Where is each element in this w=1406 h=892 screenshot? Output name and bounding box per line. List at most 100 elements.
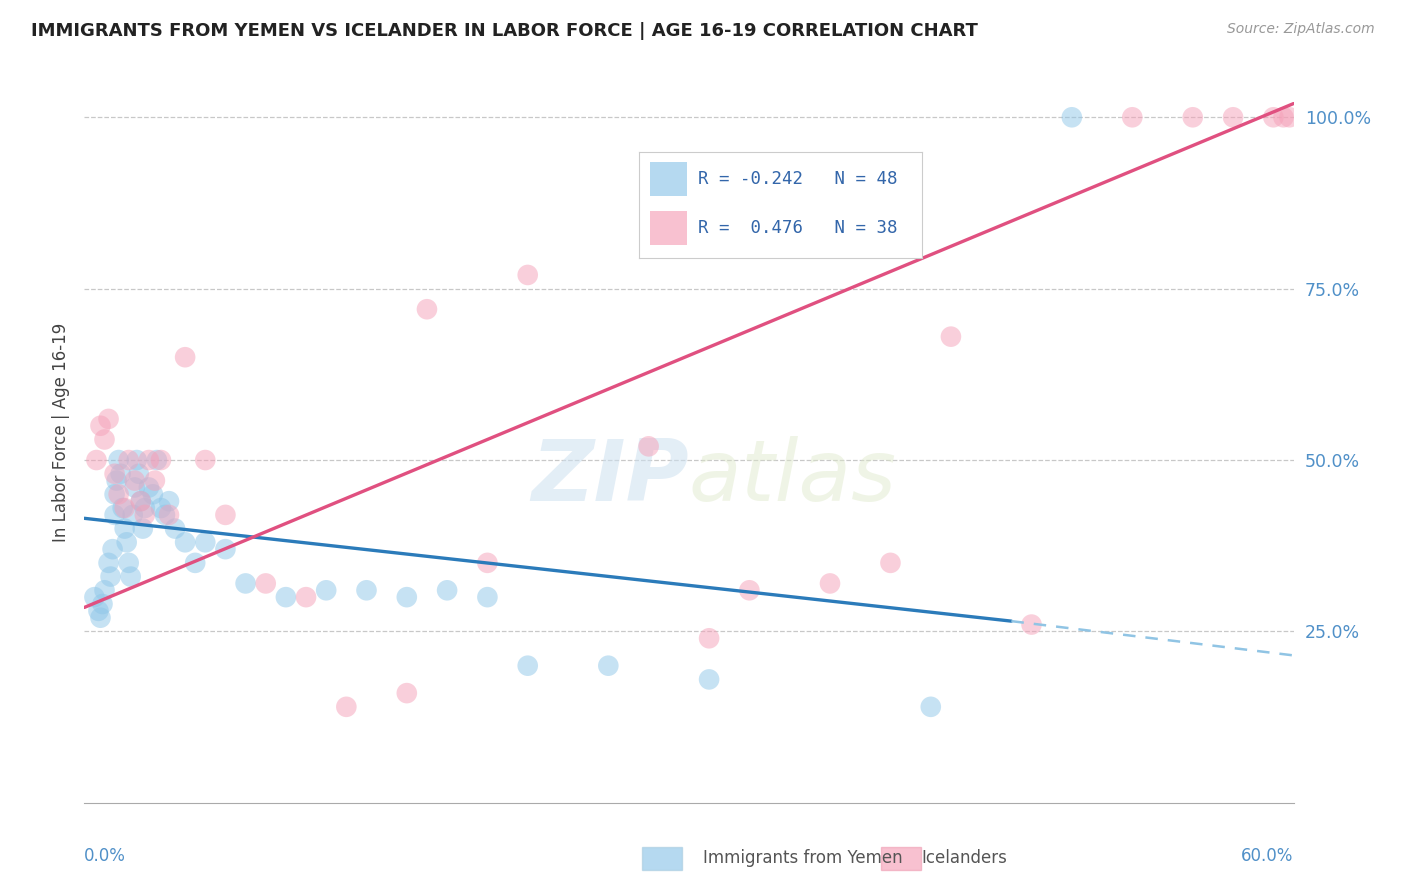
Point	[107, 453, 129, 467]
Point	[818, 576, 841, 591]
Text: 0.0%: 0.0%	[84, 847, 127, 865]
Text: Source: ZipAtlas.com: Source: ZipAtlas.com	[1227, 22, 1375, 37]
Point	[1021, 617, 1043, 632]
Point	[315, 583, 337, 598]
Point	[214, 508, 236, 522]
Point	[1278, 110, 1301, 124]
Bar	[643, 847, 682, 870]
Point	[121, 508, 143, 522]
Point	[111, 501, 134, 516]
Point	[274, 590, 297, 604]
Point	[477, 590, 499, 604]
Point	[697, 632, 720, 646]
Point	[143, 474, 166, 488]
Point	[114, 522, 136, 536]
Point	[100, 569, 122, 583]
Point	[105, 474, 128, 488]
Point	[254, 576, 277, 591]
Point	[93, 583, 115, 598]
Point	[149, 501, 172, 516]
Point	[114, 501, 136, 516]
Point	[134, 508, 156, 522]
Point	[1263, 110, 1285, 124]
Bar	[882, 847, 921, 870]
Point	[879, 556, 901, 570]
Point	[104, 487, 127, 501]
Text: IMMIGRANTS FROM YEMEN VS ICELANDER IN LABOR FORCE | AGE 16-19 CORRELATION CHART: IMMIGRANTS FROM YEMEN VS ICELANDER IN LA…	[31, 22, 977, 40]
Point	[416, 302, 439, 317]
Point	[125, 453, 148, 467]
Point	[184, 556, 207, 570]
Point	[295, 590, 318, 604]
Text: Icelanders: Icelanders	[921, 849, 1007, 867]
Point	[157, 494, 180, 508]
Point	[149, 453, 172, 467]
Point	[174, 535, 197, 549]
Point	[129, 494, 152, 508]
Point	[235, 576, 257, 591]
Point	[395, 686, 418, 700]
Point	[335, 699, 357, 714]
Point	[87, 604, 110, 618]
Text: 60.0%: 60.0%	[1241, 847, 1294, 865]
Point	[129, 494, 152, 508]
Point	[89, 610, 111, 624]
Text: Immigrants from Yemen: Immigrants from Yemen	[703, 849, 903, 867]
Point	[128, 467, 150, 481]
Point	[356, 583, 378, 598]
Point	[86, 453, 108, 467]
Point	[1272, 110, 1295, 124]
Point	[89, 418, 111, 433]
Text: atlas: atlas	[689, 435, 897, 518]
Point	[516, 268, 538, 282]
Point	[120, 569, 142, 583]
Bar	[650, 211, 688, 245]
Point	[194, 535, 217, 549]
Point	[104, 508, 127, 522]
Point	[104, 467, 127, 481]
Point	[146, 453, 169, 467]
Point	[395, 590, 418, 604]
Point	[138, 480, 160, 494]
Y-axis label: In Labor Force | Age 16-19: In Labor Force | Age 16-19	[52, 323, 70, 542]
Point	[1121, 110, 1143, 124]
Point	[477, 556, 499, 570]
Point	[194, 453, 217, 467]
Point	[132, 522, 155, 536]
Point	[1181, 110, 1204, 124]
Point	[516, 658, 538, 673]
Point	[697, 673, 720, 687]
Point	[939, 329, 962, 343]
Point	[214, 542, 236, 557]
Point	[1060, 110, 1083, 124]
Point	[93, 433, 115, 447]
Point	[598, 658, 620, 673]
Point	[1222, 110, 1244, 124]
Point	[124, 480, 146, 494]
Point	[83, 590, 105, 604]
Point	[115, 535, 138, 549]
Bar	[650, 162, 688, 196]
Point	[97, 412, 120, 426]
Point	[124, 474, 146, 488]
Point	[436, 583, 458, 598]
Point	[174, 350, 197, 364]
Point	[157, 508, 180, 522]
Text: ZIP: ZIP	[531, 435, 689, 518]
Point	[142, 487, 165, 501]
Point	[637, 439, 659, 453]
Point	[738, 583, 761, 598]
Point	[153, 508, 176, 522]
Point	[107, 487, 129, 501]
Text: R = -0.242   N = 48: R = -0.242 N = 48	[699, 169, 898, 188]
Point	[97, 556, 120, 570]
Point	[134, 501, 156, 516]
Point	[110, 467, 132, 481]
Point	[165, 522, 187, 536]
Point	[118, 556, 141, 570]
Text: R =  0.476   N = 38: R = 0.476 N = 38	[699, 219, 898, 236]
Point	[920, 699, 942, 714]
Point	[118, 453, 141, 467]
Point	[138, 453, 160, 467]
Point	[91, 597, 114, 611]
